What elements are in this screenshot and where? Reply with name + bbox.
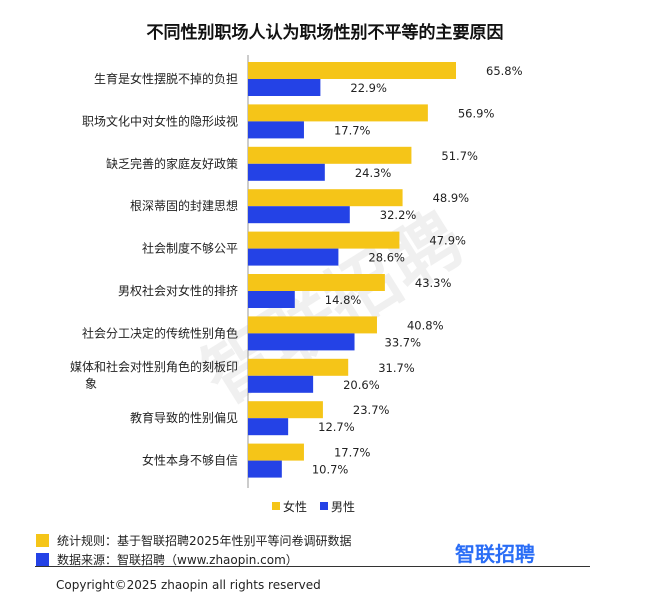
bar-male <box>248 121 304 139</box>
category-label: 社会分工决定的传统性别角色 <box>82 325 238 340</box>
bar-value-label: 31.7% <box>378 361 415 375</box>
bar-value-label: 51.7% <box>441 149 478 163</box>
copyright-text: Copyright©2025 zhaopin all rights reserv… <box>56 578 321 592</box>
category-label: 社会制度不够公平 <box>142 241 238 256</box>
bar-female <box>248 146 412 164</box>
bar-value-label: 20.6% <box>343 378 380 392</box>
bar-male <box>248 248 339 266</box>
bar-male <box>248 333 355 351</box>
bar-male <box>248 291 295 308</box>
category-label: 根深蒂固的封建思想 <box>130 198 238 213</box>
bar-value-label: 40.8% <box>407 318 444 332</box>
bar-value-label: 33.7% <box>385 335 422 349</box>
category-label: 女性本身不够自信 <box>142 453 238 468</box>
note-source-text: 数据来源：智联招聘（www.zhaopin.com） <box>57 553 298 567</box>
brand-logo: 智联招聘 <box>455 542 535 566</box>
bar-male <box>248 375 314 393</box>
bar-value-label: 17.7% <box>334 123 371 137</box>
bar-value-label: 14.8% <box>325 293 362 307</box>
bar-male <box>248 206 350 224</box>
bar-value-label: 23.7% <box>353 403 390 417</box>
bar-female <box>248 274 385 291</box>
category-label: 缺乏完善的家庭友好政策 <box>106 156 238 171</box>
legend-swatch-female <box>272 502 280 510</box>
bar-male <box>248 79 321 96</box>
bar-chart: 生育是女性摆脱不掉的负担 65.8% 22.9% 职场文化中对女性的隐形歧视 56.9%… <box>70 55 523 514</box>
bar-female <box>248 189 403 207</box>
bar-male <box>248 460 282 478</box>
bar-male <box>248 418 289 436</box>
bar-value-label: 17.7% <box>334 446 371 460</box>
note-stats-rule: 统计规则：基于智联招聘2025年性别平等问卷调研数据 <box>36 532 352 549</box>
footer-divider <box>35 566 590 567</box>
bar-female <box>248 104 428 122</box>
category-label: 媒体和社会对性别角色的刻板印象 <box>70 359 238 391</box>
bar-value-label: 47.9% <box>429 234 466 248</box>
bar-value-label: 28.6% <box>368 251 405 265</box>
category-label: 职场文化中对女性的隐形歧视 <box>82 113 238 128</box>
category-label: 教育导致的性别偏见 <box>130 410 238 425</box>
bar-value-label: 56.9% <box>458 106 495 120</box>
bar-female <box>248 401 323 419</box>
bar-female <box>248 443 304 461</box>
category-label: 生育是女性摆脱不掉的负担 <box>94 71 238 86</box>
bar-value-label: 22.9% <box>350 81 387 95</box>
note-source-swatch <box>36 553 49 566</box>
note-data-source: 数据来源：智联招聘（www.zhaopin.com） <box>36 551 298 568</box>
bar-value-label: 32.2% <box>380 208 417 222</box>
bar-value-label: 24.3% <box>355 166 392 180</box>
bar-female <box>248 316 377 334</box>
bar-value-label: 43.3% <box>415 276 452 290</box>
legend-label-male: 男性 <box>331 500 355 514</box>
bar-value-label: 10.7% <box>312 463 349 477</box>
chart-title: 不同性别职场人认为职场性别不平等的主要原因 <box>146 23 504 43</box>
bar-female <box>248 358 349 376</box>
legend-swatch-male <box>320 502 328 510</box>
note-stats-text: 统计规则：基于智联招聘2025年性别平等问卷调研数据 <box>57 534 352 548</box>
bar-value-label: 48.9% <box>433 191 470 205</box>
category-label: 男权社会对女性的排挤 <box>118 283 238 298</box>
bar-female <box>248 231 400 249</box>
bar-value-label: 12.7% <box>318 420 355 434</box>
bar-female <box>248 62 456 79</box>
legend-label-female: 女性 <box>283 499 307 514</box>
note-stats-swatch <box>36 534 49 547</box>
bar-value-label: 65.8% <box>486 64 523 78</box>
bar-male <box>248 163 325 181</box>
